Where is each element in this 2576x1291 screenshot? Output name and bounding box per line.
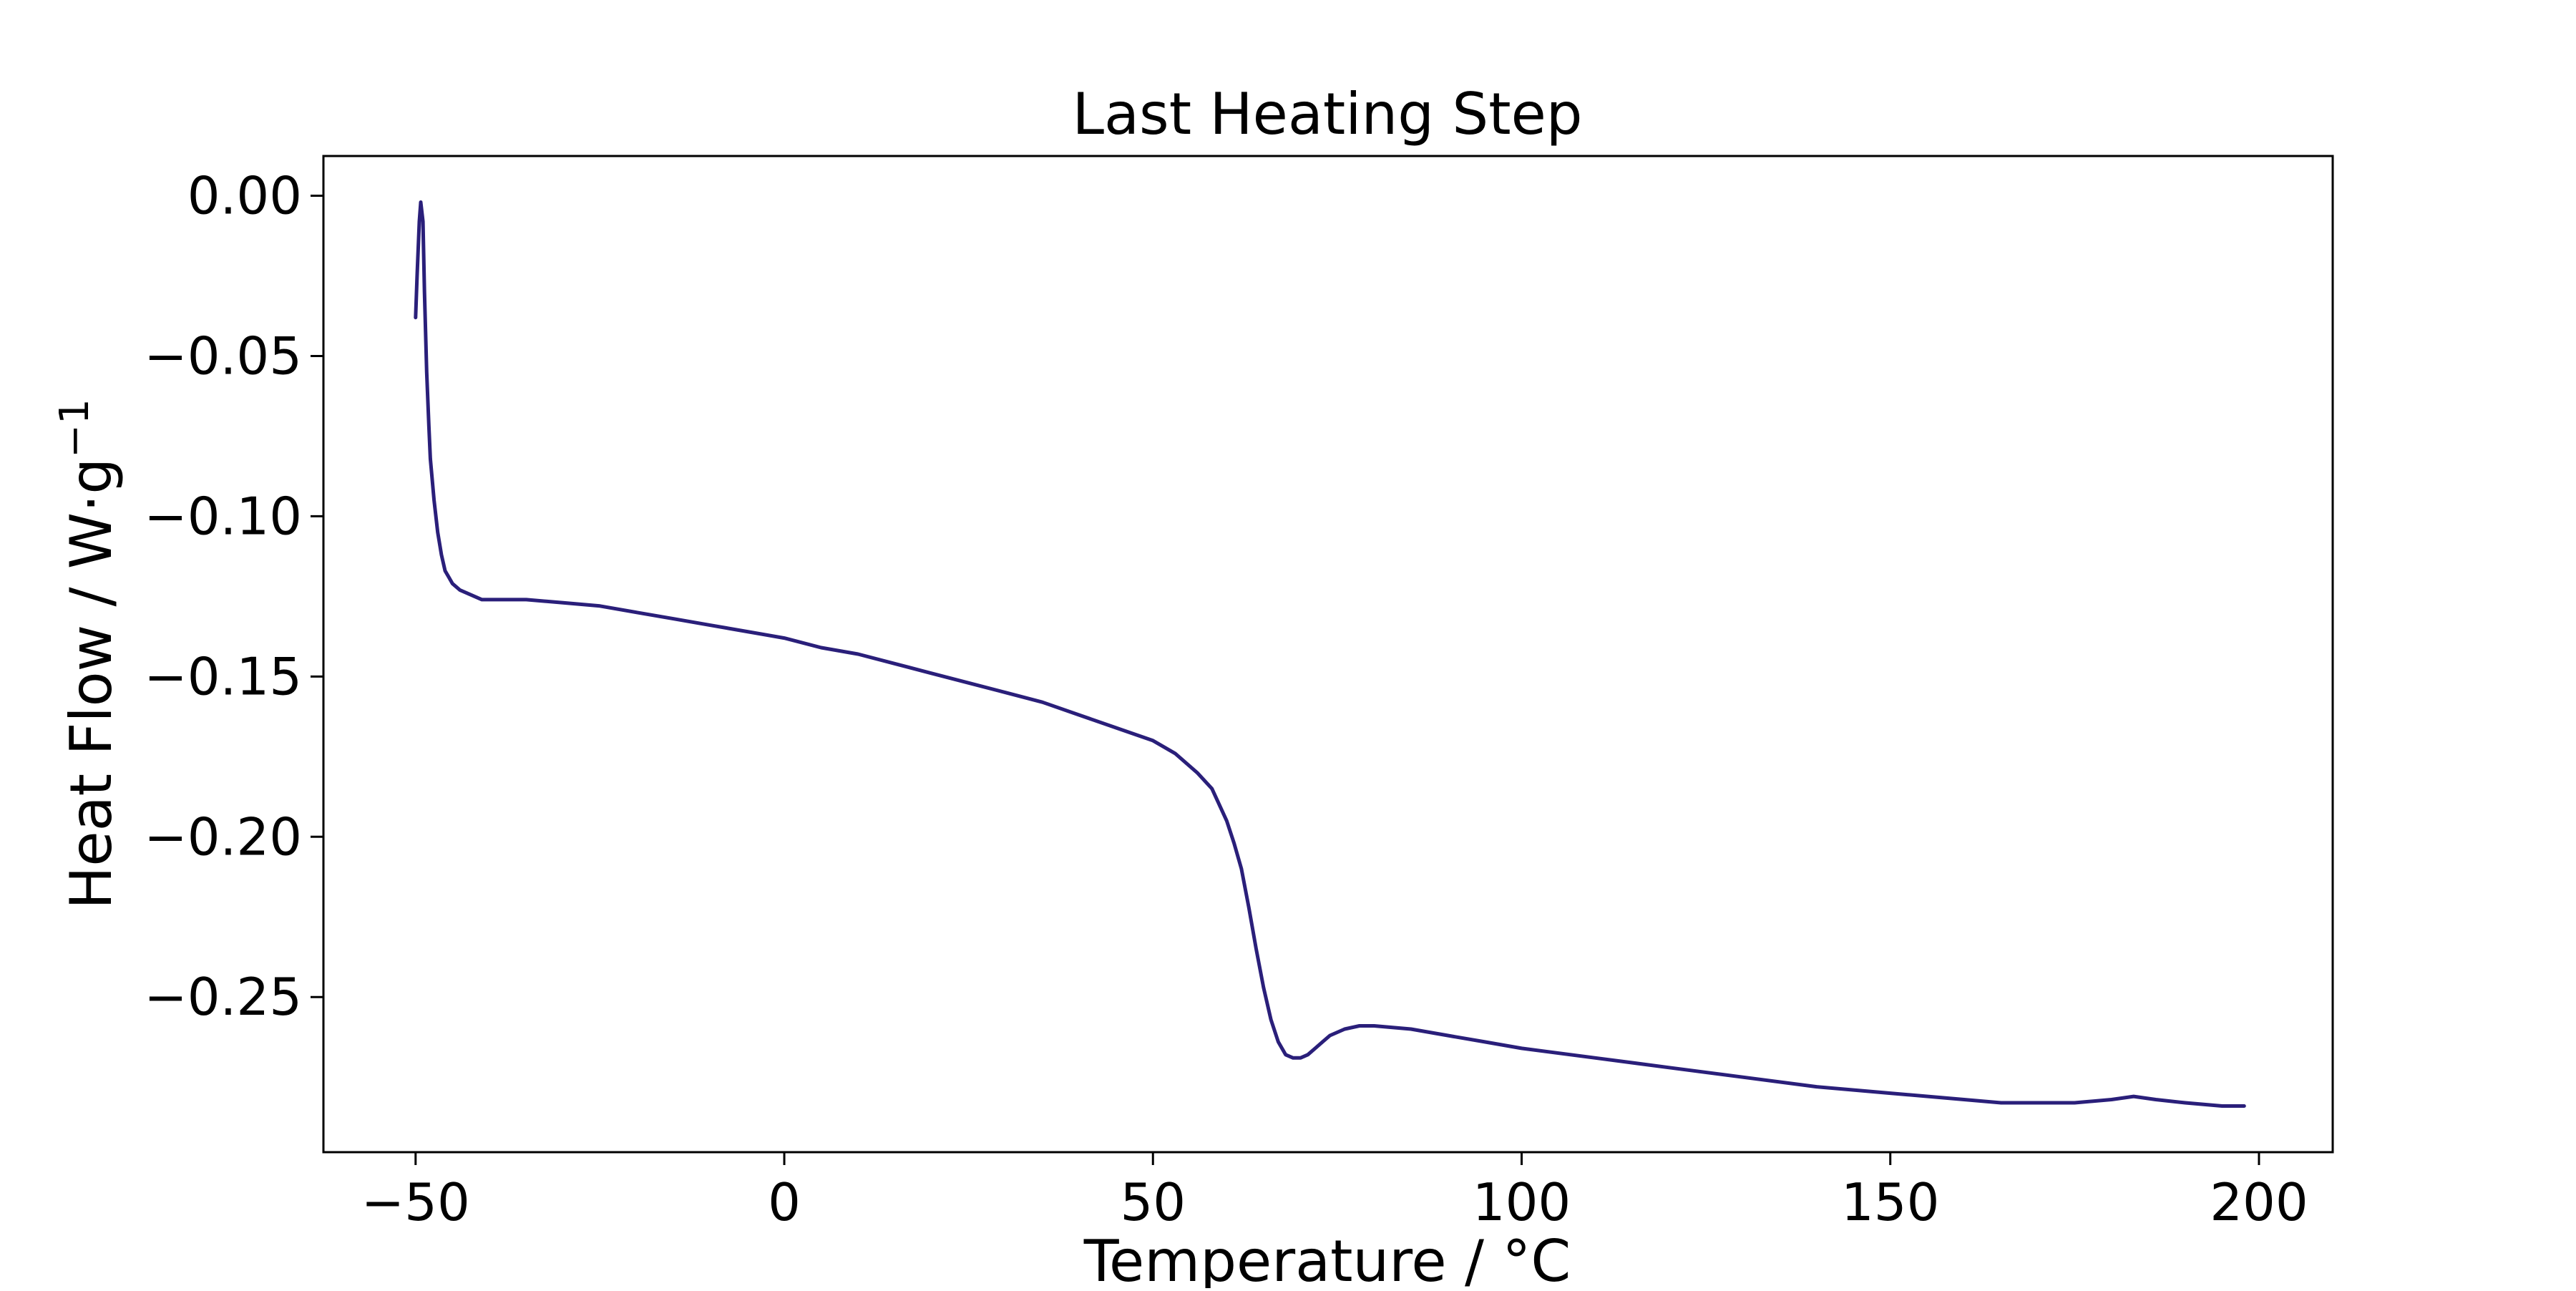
y-tick-label: −0.20 [144,807,302,867]
x-tick-label: 50 [1120,1172,1186,1232]
y-axis-label-superscript: −1 [52,399,98,458]
y-tick-label: −0.25 [144,967,302,1027]
y-tick-label: 0.00 [187,166,302,226]
chart-title: Last Heating Step [1072,81,1582,147]
x-tick-label: 150 [1841,1172,1939,1232]
y-axis-label-text: Heat Flow / W·g [58,458,125,910]
y-axis-ticks: 0.00 −0.05 −0.10 −0.15 −0.20 −0.25 [144,166,323,1027]
x-axis-ticks: −50 0 50 100 150 200 [361,1152,2308,1232]
y-tick-label: −0.10 [144,486,302,546]
plot-area-frame [322,155,2334,1154]
x-axis-label: Temperature / °C [1083,1228,1571,1288]
series-layer [414,200,2246,1108]
y-tick-label: −0.05 [144,326,302,386]
y-axis-label: Heat Flow / W·g−1 [52,399,125,910]
x-tick-label: −50 [361,1172,470,1232]
y-tick-label: −0.15 [144,646,302,706]
x-tick-label: 0 [768,1172,801,1232]
x-tick-label: 100 [1473,1172,1571,1232]
series-line [414,200,2246,1108]
x-tick-label: 200 [2210,1172,2308,1232]
